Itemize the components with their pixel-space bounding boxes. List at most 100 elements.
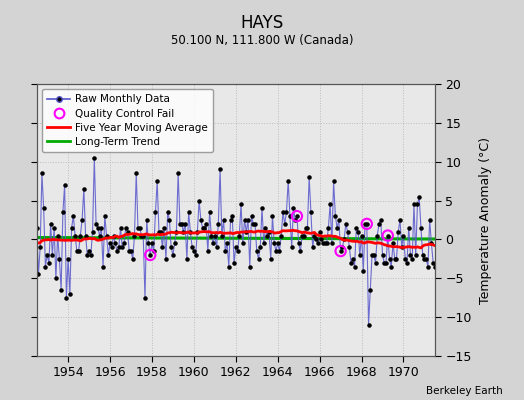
Point — [226, 217, 235, 223]
Point — [43, 252, 51, 258]
Legend: Raw Monthly Data, Quality Control Fail, Five Year Moving Average, Long-Term Tren: Raw Monthly Data, Quality Control Fail, … — [42, 89, 213, 152]
Point — [170, 240, 179, 246]
Point — [76, 232, 84, 239]
Point — [289, 205, 298, 212]
Point — [216, 166, 224, 173]
Point — [71, 232, 79, 239]
Point — [26, 248, 34, 254]
Point — [127, 248, 135, 254]
Point — [361, 221, 369, 227]
Point — [396, 217, 404, 223]
Point — [81, 232, 90, 239]
Point — [144, 240, 152, 246]
Point — [118, 244, 126, 250]
Point — [172, 228, 181, 235]
Point — [214, 221, 223, 227]
Point — [247, 213, 256, 219]
Point — [223, 240, 231, 246]
Point — [356, 252, 364, 258]
Point — [324, 224, 333, 231]
Point — [195, 197, 203, 204]
Point — [347, 260, 355, 266]
Point — [296, 248, 304, 254]
Point — [274, 240, 282, 246]
Point — [62, 294, 71, 301]
Text: 50.100 N, 111.800 W (Canada): 50.100 N, 111.800 W (Canada) — [171, 34, 353, 47]
Point — [34, 271, 42, 278]
Point — [188, 244, 196, 250]
Point — [333, 224, 341, 231]
Point — [47, 221, 55, 227]
Point — [244, 217, 252, 223]
Point — [57, 287, 66, 293]
Point — [293, 213, 301, 219]
Point — [32, 224, 41, 231]
Point — [122, 224, 130, 231]
Point — [190, 248, 198, 254]
Point — [348, 256, 357, 262]
Point — [235, 232, 244, 239]
Point — [106, 240, 114, 246]
Point — [83, 252, 92, 258]
Point — [113, 248, 121, 254]
Point — [132, 170, 140, 176]
Point — [357, 232, 366, 239]
Point — [300, 232, 308, 239]
Point — [80, 186, 88, 192]
Text: Berkeley Earth: Berkeley Earth — [427, 386, 503, 396]
Point — [268, 213, 277, 219]
Point — [272, 248, 280, 254]
Point — [158, 244, 167, 250]
Point — [408, 256, 417, 262]
Point — [27, 213, 36, 219]
Point — [312, 236, 320, 243]
Point — [368, 252, 376, 258]
Point — [340, 236, 348, 243]
Point — [345, 244, 354, 250]
Point — [99, 264, 107, 270]
Point — [301, 224, 310, 231]
Point — [165, 217, 173, 223]
Point — [415, 194, 423, 200]
Point — [352, 224, 361, 231]
Point — [92, 221, 100, 227]
Point — [146, 252, 155, 258]
Point — [315, 228, 324, 235]
Point — [167, 244, 176, 250]
Point — [280, 221, 289, 227]
Point — [242, 228, 250, 235]
Point — [237, 201, 245, 208]
Point — [382, 260, 390, 266]
Point — [24, 283, 32, 289]
Point — [199, 224, 207, 231]
Point — [403, 260, 411, 266]
Point — [254, 256, 263, 262]
Point — [326, 201, 334, 208]
Point — [303, 224, 312, 231]
Point — [50, 224, 58, 231]
Point — [68, 224, 76, 231]
Point — [322, 240, 331, 246]
Point — [336, 248, 345, 254]
Point — [238, 240, 247, 246]
Point — [405, 224, 413, 231]
Point — [338, 244, 346, 250]
Point — [384, 232, 392, 239]
Point — [253, 248, 261, 254]
Point — [90, 155, 99, 161]
Point — [251, 221, 259, 227]
Point — [89, 228, 97, 235]
Point — [309, 244, 317, 250]
Point — [183, 256, 191, 262]
Point — [211, 232, 219, 239]
Point — [94, 224, 102, 231]
Point — [191, 252, 200, 258]
Point — [153, 178, 161, 184]
Point — [31, 264, 39, 270]
Point — [321, 240, 329, 246]
Point — [384, 232, 392, 239]
Point — [410, 201, 418, 208]
Point — [305, 174, 313, 180]
Point — [176, 221, 184, 227]
Point — [354, 228, 362, 235]
